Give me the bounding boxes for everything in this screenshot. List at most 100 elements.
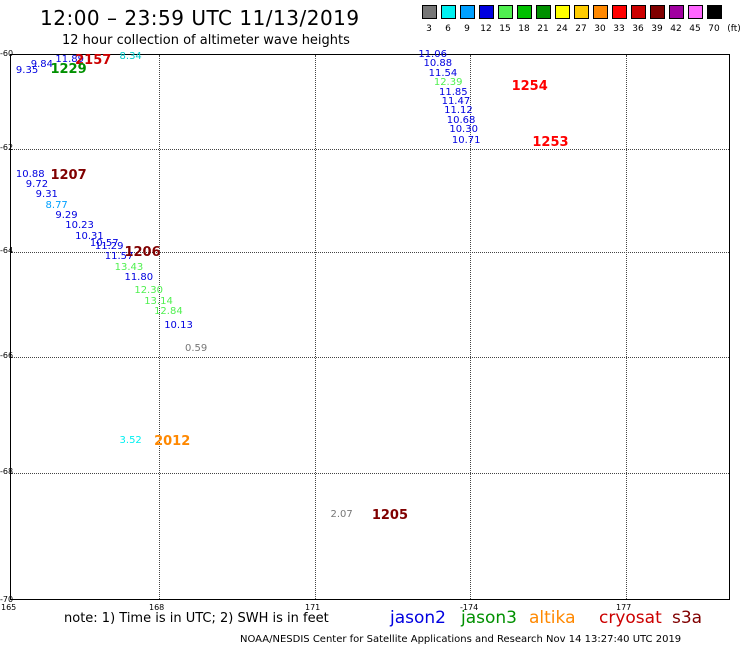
legend-jason2: jason2 <box>390 608 446 628</box>
page-subtitle: 12 hour collection of altimeter wave hei… <box>62 33 350 48</box>
parallel-gridline <box>11 252 729 253</box>
scale-label: 24 <box>556 24 568 34</box>
scale-label: 3 <box>426 24 432 34</box>
wave-height-obs: 3.52 <box>119 435 142 447</box>
scale-label: 15 <box>499 24 511 34</box>
wave-height-obs: 11.12 <box>444 105 473 117</box>
pass-time-label: 1205 <box>371 507 409 523</box>
longitude-label: 177 <box>616 603 632 612</box>
wave-height-obs: 10.57 <box>89 238 119 250</box>
scale-label: 30 <box>594 24 606 34</box>
pass-time-label: 1254 <box>511 78 548 94</box>
wave-height-obs: 9.72 <box>25 179 49 191</box>
scale-swatch <box>460 5 475 19</box>
wave-height-obs: 8.77 <box>45 199 68 211</box>
scale-label: 42 <box>670 24 682 34</box>
scale-label: 9 <box>464 24 470 34</box>
wave-height-obs: 13.14 <box>144 295 173 307</box>
wave-height-obs: 9.29 <box>55 209 78 221</box>
scale-unit: (ft) <box>727 24 740 34</box>
parallel-gridline <box>11 473 729 474</box>
wave-height-obs: 12.39 <box>433 77 463 89</box>
wave-height-obs: 10.68 <box>446 114 476 126</box>
longitude-label: 165 <box>1 603 17 612</box>
longitude-label: 168 <box>149 603 165 612</box>
note-text: note: 1) Time is in UTC; 2) SWH is in fe… <box>64 611 329 626</box>
scale-swatch <box>498 5 513 19</box>
meridian-gridline <box>315 55 316 599</box>
wave-height-obs: 9.31 <box>35 189 58 201</box>
wave-height-obs: 8.34 <box>119 51 142 63</box>
map-area: 8.34 9.35 9.84 11.89 10.88 9.72 9.31 8.77 9.29 10… <box>10 50 730 600</box>
scale-swatch <box>688 5 703 19</box>
wave-height-obs: 10.88 <box>423 58 453 70</box>
wave-height-obs: 11.29 <box>94 240 124 252</box>
scale-swatch <box>555 5 570 19</box>
scale-swatch <box>707 5 722 19</box>
longitude-label: -174 <box>460 603 479 612</box>
legend-s3a: s3a <box>672 608 703 628</box>
meridian-gridline <box>470 55 471 599</box>
scale-label: 12 <box>480 24 492 34</box>
footer-credit: NOAA/NESDIS Center for Satellite Applica… <box>240 634 682 645</box>
latitude-label: -68 <box>0 467 14 476</box>
latitude-label: -66 <box>0 351 14 360</box>
scale-label: 33 <box>613 24 625 34</box>
wave-height-obs: 12.84 <box>154 306 183 318</box>
wave-height-obs: 10.23 <box>65 220 94 232</box>
scale-swatch <box>441 5 456 19</box>
page-title: 12:00 – 23:59 UTC 11/13/2019 <box>40 6 360 30</box>
pass-time-label: 1207 <box>50 167 87 183</box>
scale-swatch <box>536 5 551 19</box>
scale-swatch <box>479 5 494 19</box>
scale-swatch <box>593 5 608 19</box>
scale-swatch <box>631 5 646 19</box>
scale-swatch <box>422 5 437 19</box>
scale-label: 18 <box>518 24 530 34</box>
scale-label: 45 <box>689 24 701 34</box>
wave-height-obs: 11.80 <box>124 272 154 284</box>
pass-time-label: 1229 <box>50 62 87 78</box>
wave-height-obs: 10.71 <box>451 134 481 146</box>
wave-height-obs: 0.59 <box>185 343 208 355</box>
pass-time-label: 1253 <box>532 134 569 150</box>
longitude-label: 171 <box>305 603 321 612</box>
latitude-label: -60 <box>0 49 14 58</box>
meridian-gridline <box>159 55 160 599</box>
pass-time-label: 2012 <box>154 434 191 450</box>
scale-swatch <box>612 5 627 19</box>
scale-label: 21 <box>537 24 549 34</box>
meridian-gridline <box>626 55 627 599</box>
scale-label: 70 <box>708 24 720 34</box>
wave-height-obs: 11.54 <box>428 67 458 79</box>
scale-label: 36 <box>632 24 644 34</box>
latitude-label: -70 <box>0 595 14 604</box>
wave-height-obs: 10.13 <box>164 319 193 331</box>
wave-height-obs: 11.06 <box>418 49 447 60</box>
scale-swatch <box>517 5 532 19</box>
wave-height-obs: 10.88 <box>15 168 45 180</box>
wave-height-obs: 2.07 <box>330 508 353 520</box>
pass-time-label: 1206 <box>124 245 161 260</box>
scale-label: 27 <box>575 24 587 34</box>
wave-height-obs: 13.43 <box>114 261 144 273</box>
wave-height-obs: 10.30 <box>449 124 478 136</box>
wave-height-obs: 12.30 <box>134 285 163 297</box>
legend-cryosat: cryosat <box>599 608 662 628</box>
wave-height-obs: 11.85 <box>439 86 468 98</box>
legend-altika: altika <box>529 608 576 628</box>
legend-jason3: jason3 <box>461 608 517 628</box>
wave-height-obs: 9.84 <box>30 59 53 71</box>
wave-height-obs: 11.47 <box>441 96 471 107</box>
latitude-label: -62 <box>0 143 14 152</box>
scale-label: 39 <box>651 24 663 34</box>
parallel-gridline <box>11 149 729 150</box>
scale-swatch <box>669 5 684 19</box>
wave-height-obs: 10.31 <box>75 230 104 242</box>
scale-swatch <box>650 5 665 19</box>
latitude-label: -64 <box>0 246 14 255</box>
scale-swatch <box>574 5 589 19</box>
wave-height-obs: 11.89 <box>55 53 85 65</box>
scale-label: 6 <box>445 24 451 34</box>
parallel-gridline <box>11 357 729 358</box>
